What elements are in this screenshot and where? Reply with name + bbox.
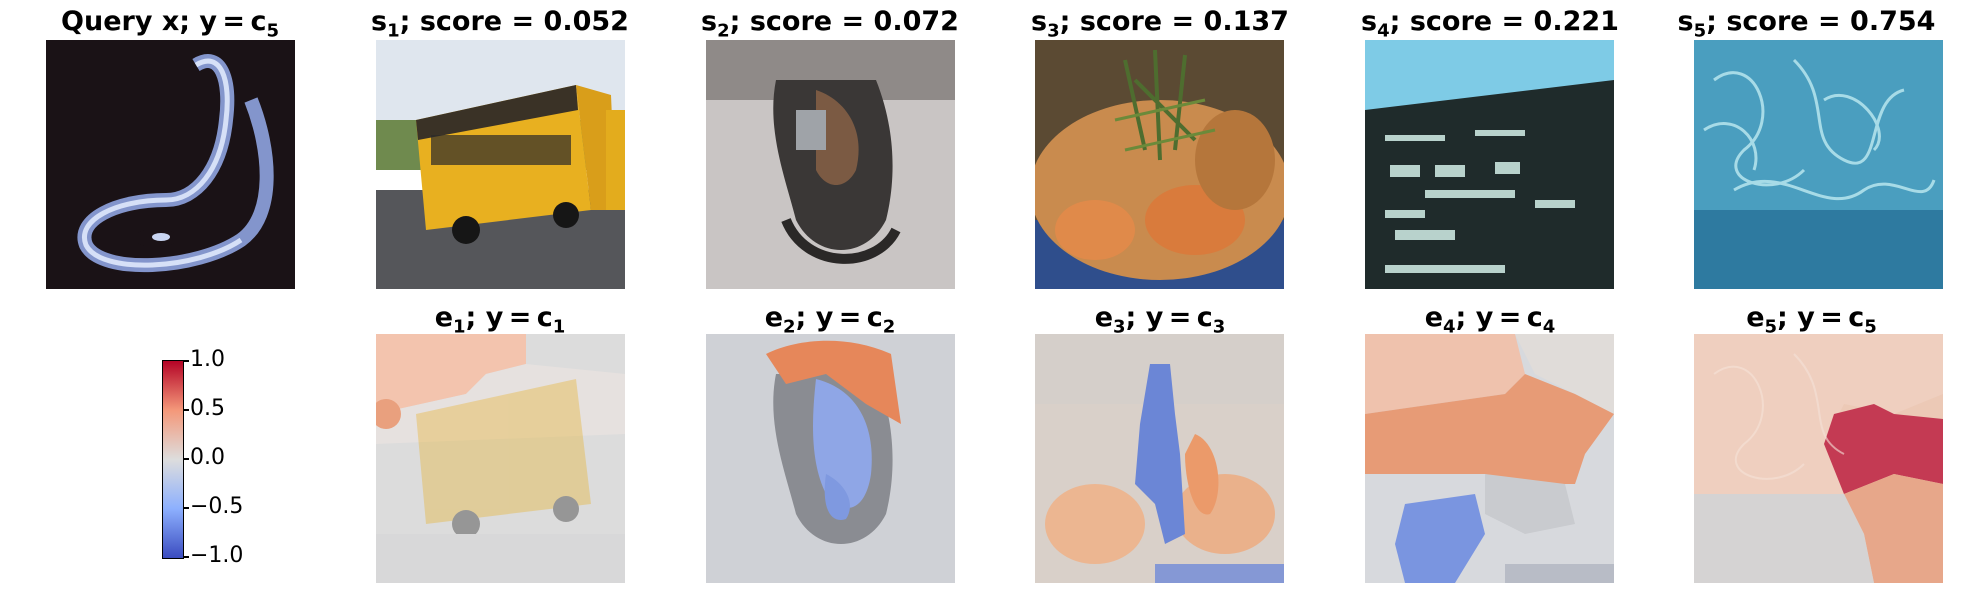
colorbar-tick-label-3: 0.0: [190, 445, 225, 470]
sample-image-4-scoreboard: [1365, 40, 1614, 289]
sample-image-1-school-bus: [376, 40, 625, 289]
colorbar-tick-mark-5: [183, 556, 189, 558]
query-title-main: Query x; y = c: [61, 6, 267, 37]
query-image: [46, 40, 295, 289]
top-title-5: s5; score = 0.754: [1677, 6, 1936, 42]
top-title-1: s1; score = 0.052: [371, 6, 629, 42]
explanation-heatmap-2: [706, 334, 955, 583]
colorbar-tick-mark-4: [183, 507, 189, 509]
sample-image-5-underwater: [1694, 40, 1943, 289]
explanation-heatmap-5: [1694, 334, 1943, 583]
colorbar-tick-mark-2: [183, 409, 189, 411]
sample-image-3-shrimp-dish: [1035, 40, 1284, 289]
top-title-2: s2; score = 0.072: [701, 6, 959, 42]
colorbar-gradient: [163, 361, 183, 558]
colorbar-tick-label-1: 1.0: [190, 347, 225, 372]
sample-image-2-harness: [706, 40, 955, 289]
bottom-title-3: e3; y = c3: [1094, 302, 1226, 338]
top-title-3: s3; score = 0.137: [1031, 6, 1289, 42]
query-title-sub: 5: [266, 20, 279, 42]
bottom-title-2: e2; y = c2: [764, 302, 896, 338]
top-title-4: s4; score = 0.221: [1361, 6, 1619, 42]
colorbar-tick-label-2: 0.5: [190, 396, 225, 421]
colorbar-tick-label-4: −0.5: [190, 494, 244, 519]
bottom-title-1: e1; y = c1: [434, 302, 566, 338]
colorbar-tick-label-5: −1.0: [190, 543, 244, 568]
explanation-heatmap-3: [1035, 334, 1284, 583]
bottom-title-5: e5; y = c5: [1746, 302, 1877, 338]
explanation-heatmap-4: [1365, 334, 1614, 583]
explanation-heatmap-1: [376, 334, 625, 583]
colorbar-tick-mark-1: [183, 360, 189, 362]
colorbar: [162, 360, 184, 559]
bottom-title-4: e4; y = c4: [1424, 302, 1556, 338]
query-title: Query x; y = c5: [30, 4, 310, 42]
query-spiral-graphic: [46, 40, 295, 289]
colorbar-tick-mark-3: [183, 458, 189, 460]
